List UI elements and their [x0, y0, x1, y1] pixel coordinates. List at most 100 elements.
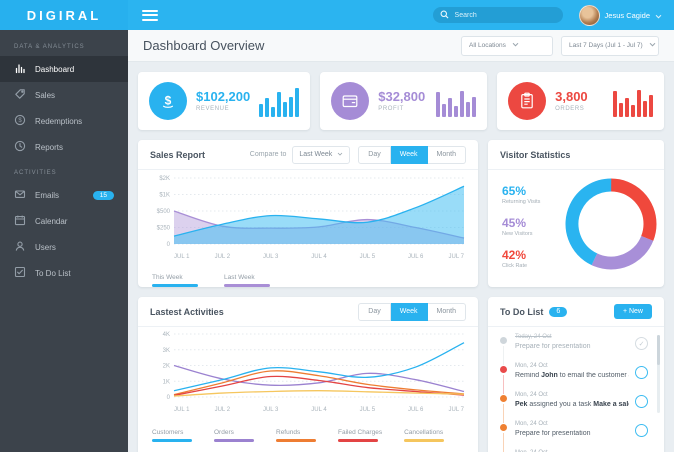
legend-label: Failed Charges	[338, 429, 383, 436]
sidebar-item-emails[interactable]: Emails 15	[0, 182, 128, 208]
stat-card-value: $32,800	[378, 89, 426, 104]
dollar-circle-icon: $	[14, 114, 26, 128]
sidebar-item-label: To Do List	[35, 268, 71, 278]
todo-connector	[503, 433, 504, 452]
todo-check-circle[interactable]	[635, 366, 648, 379]
brand-logo: DIGIRAL	[0, 0, 128, 30]
activities-range-month-button[interactable]: Month	[427, 302, 466, 321]
visitor-stat-returning-visits: 65% Returning Visits	[502, 185, 560, 205]
todo-timeline	[500, 421, 515, 452]
stat-cards-row: $ $102,200 REVENUE $32,800 PROFIT 3,800 ORDERS	[138, 72, 665, 130]
legend-label: This Week	[152, 274, 183, 281]
latest-activities-header: Lastest Activities Day Week Month	[138, 297, 478, 327]
todo-title: To Do List 6	[500, 306, 568, 317]
legend-color-bar	[152, 439, 192, 442]
chevron-down-icon	[655, 6, 662, 24]
visitor-statistics-panel: Visitor Statistics 65% Returning Visits 45…	[488, 140, 664, 287]
user-menu[interactable]: Jesus Cagide	[578, 4, 662, 26]
stat-card-label: REVENUE	[196, 106, 230, 112]
emails-count-badge: 15	[92, 190, 114, 200]
sidebar-item-to-do-list[interactable]: To Do List	[0, 260, 128, 286]
visitor-stat-label: Returning Visits	[502, 198, 541, 205]
new-task-button[interactable]: + New	[613, 304, 652, 319]
todo-timeline	[500, 334, 515, 365]
stat-card-value: 3,800	[555, 89, 588, 104]
activities-range-week-button[interactable]: Week	[390, 302, 428, 321]
search-input[interactable]	[452, 10, 556, 20]
svg-text:4K: 4K	[163, 332, 170, 338]
todo-header: To Do List 6 + New	[488, 297, 664, 327]
visitor-stat-value: 45%	[502, 215, 527, 230]
legend-color-bar	[276, 439, 316, 442]
activities-legend-refunds: Refunds	[276, 429, 316, 442]
stat-card-profit: $32,800 PROFIT	[320, 72, 488, 130]
page-title: Dashboard Overview	[143, 38, 265, 53]
latest-activities-panel: Lastest Activities Day Week Month 0 1K 2K 3K 4…	[138, 297, 478, 452]
visitor-donut-chart	[560, 173, 662, 280]
svg-text:JUL 1: JUL 1	[174, 407, 190, 413]
mini-bar-chart	[613, 85, 654, 117]
sales-legend: This Week Last Week	[138, 273, 478, 287]
todo-connector	[503, 375, 504, 394]
stat-card-text: $102,200 REVENUE	[196, 90, 250, 112]
filter-select-last-7-days-jul-1-jul-7[interactable]: Last 7 Days (Jul 1 - Jul 7)	[561, 35, 659, 56]
todo-item-body: Mon, 24 Oct Remind John to email the cust…	[515, 363, 629, 392]
visitor-statistics-title: Visitor Statistics	[500, 149, 571, 160]
sales-report-title: Sales Report	[150, 149, 206, 160]
todo-item-date: Mon, 24 Oct	[515, 392, 548, 398]
stat-card-text: $32,800 PROFIT	[378, 90, 425, 112]
svg-text:JUL 7: JUL 7	[449, 407, 465, 413]
todo-item-text: Prepare for presentation	[515, 429, 591, 437]
visitor-stat-value: 42%	[502, 247, 527, 262]
sidebar-item-calendar[interactable]: Calendar	[0, 208, 128, 234]
sidebar-item-label: Dashboard	[35, 64, 75, 74]
todo-scrollbar-thumb[interactable]	[657, 335, 660, 365]
menu-toggle-icon[interactable]	[142, 9, 158, 21]
chevron-down-icon	[337, 151, 343, 158]
compare-select-value: Last Week	[299, 151, 333, 158]
visitor-statistics-body: 65% Returning Visits 45% New Visitors 42% Cli…	[488, 170, 664, 287]
sales-report-panel: Sales Report Compare to Last Week Day Wee…	[138, 140, 478, 287]
svg-text:2K: 2K	[163, 364, 170, 370]
sidebar-item-label: Calendar	[35, 216, 68, 226]
compare-select[interactable]: Last Week	[292, 145, 351, 164]
sidebar-item-redemptions[interactable]: $ Redemptions	[0, 108, 128, 134]
envelope-icon	[14, 188, 26, 202]
sidebar-item-sales[interactable]: Sales	[0, 82, 128, 108]
legend-color-bar	[152, 284, 198, 287]
todo-timeline	[500, 392, 515, 423]
todo-item-text: Prepare for presentation	[515, 342, 591, 350]
main-area: Dashboard Overview All Locations Last 7 D…	[128, 30, 674, 452]
filter-select-all-locations[interactable]: All Locations	[461, 35, 553, 56]
search-box[interactable]	[432, 7, 563, 23]
legend-label: Refunds	[276, 429, 301, 436]
activities-legend-customers: Customers	[152, 429, 192, 442]
clock-icon	[14, 140, 26, 154]
todo-dot	[500, 366, 507, 373]
filter-select-value: Last 7 Days (Jul 1 - Jul 7)	[569, 42, 643, 49]
todo-check-done-icon[interactable]: ✓	[635, 337, 648, 350]
todo-item: Today, 24 Oct Prepare for presentation ✓	[500, 334, 648, 365]
sales-legend-this-week: This Week	[152, 274, 198, 287]
topbar-main: Jesus Cagide	[128, 0, 674, 30]
sidebar-section-label: DATA & ANALYTICS	[14, 44, 85, 50]
todo-item-date: Today, 24 Oct	[515, 334, 552, 340]
todo-item-date: Mon, 24 Oct	[515, 450, 629, 452]
sidebar-item-dashboard[interactable]: Dashboard	[0, 56, 128, 82]
bar-chart-icon	[14, 62, 26, 76]
sidebar-item-reports[interactable]: Reports	[0, 134, 128, 160]
mini-bar-chart	[259, 85, 300, 117]
activities-range-day-button[interactable]: Day	[358, 302, 391, 321]
list-icon	[14, 266, 26, 280]
sales-range-month-button[interactable]: Month	[427, 145, 466, 164]
sales-range-day-button[interactable]: Day	[358, 145, 391, 164]
todo-check-circle[interactable]	[635, 424, 648, 437]
activities-legend-orders: Orders	[214, 429, 254, 442]
legend-label: Orders	[214, 429, 234, 436]
sidebar-item-users[interactable]: Users	[0, 234, 128, 260]
todo-item-body: Today, 24 Oct Prepare for presentation	[515, 334, 629, 363]
sales-range-week-button[interactable]: Week	[390, 145, 428, 164]
todo-check-circle[interactable]	[635, 395, 648, 408]
